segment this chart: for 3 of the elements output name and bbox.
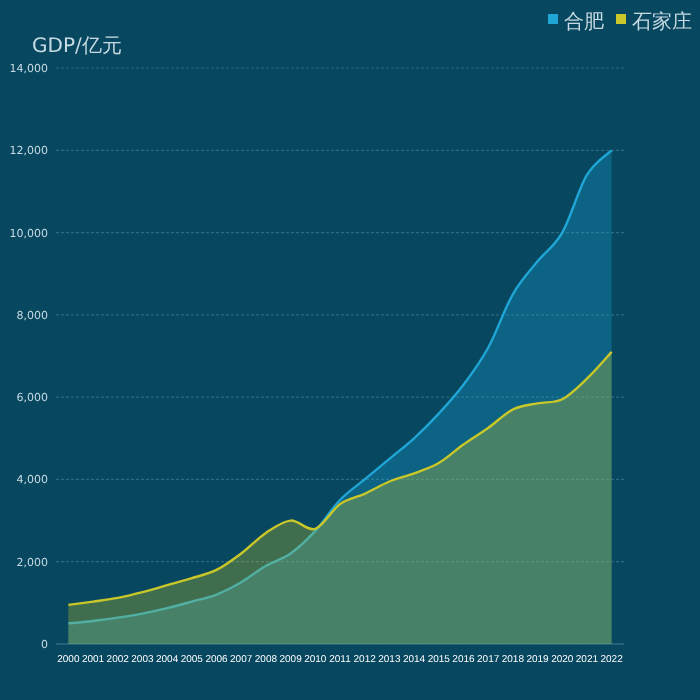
legend-label: 石家庄 [632,10,692,34]
y-axis-title: GDP/亿元 [32,36,122,58]
legend-label: 合肥 [564,10,604,34]
